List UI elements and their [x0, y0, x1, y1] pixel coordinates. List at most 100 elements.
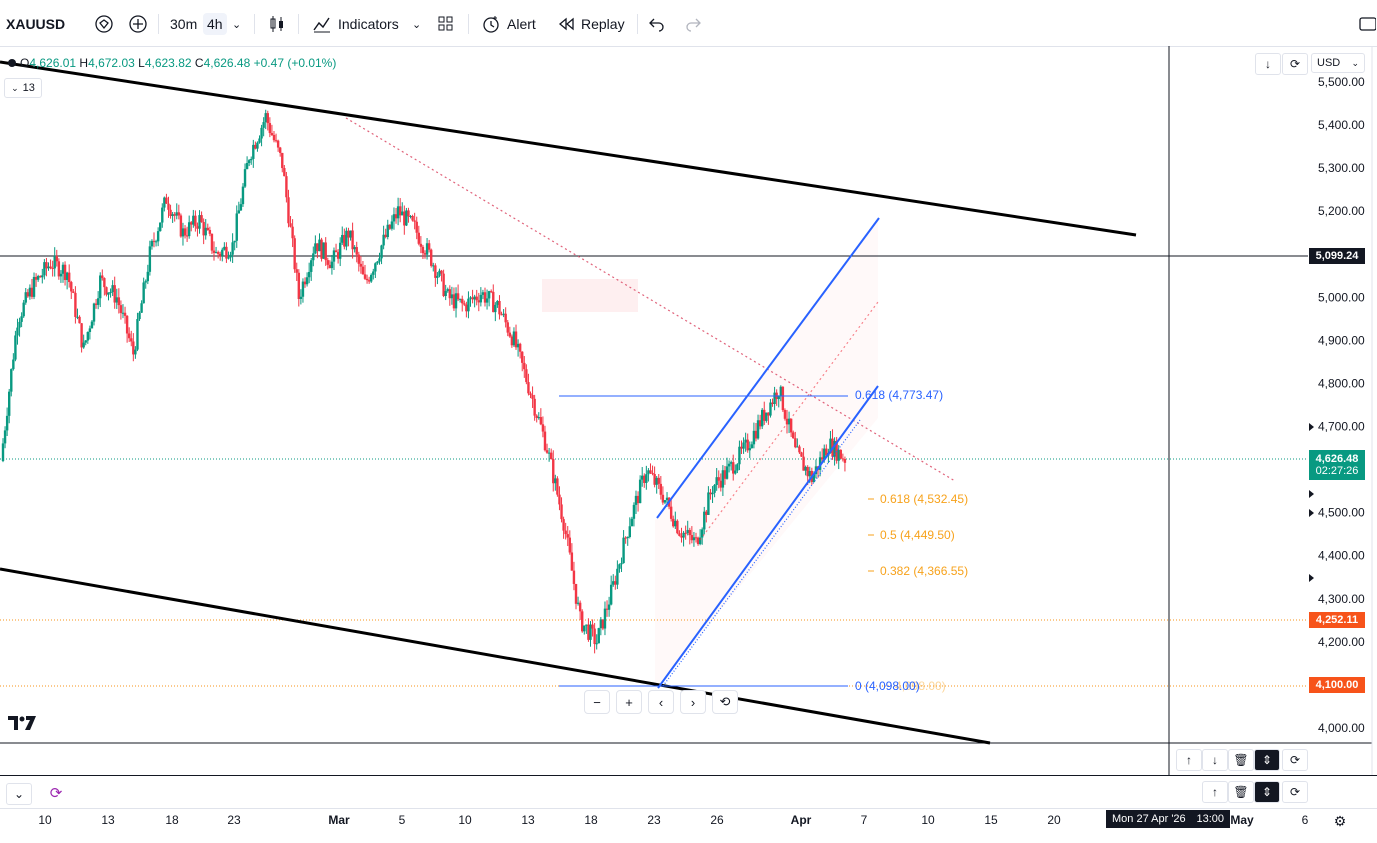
- move-pane-up-icon[interactable]: ↑: [1176, 749, 1202, 771]
- bottom-maximize-icon[interactable]: ⟳: [1282, 781, 1308, 803]
- candle-body: [243, 169, 247, 187]
- settings-gear-icon[interactable]: ⚙: [1333, 812, 1347, 829]
- bottom-collapse-icon[interactable]: ⇕: [1254, 781, 1280, 803]
- indicators-dropdown-icon[interactable]: ⌄: [412, 18, 422, 31]
- candle-body: [22, 302, 25, 317]
- axis-marker-arrow-4: [1309, 574, 1314, 582]
- candle-body: [643, 475, 646, 483]
- redo-icon[interactable]: [684, 13, 702, 35]
- maximize-pane-icon[interactable]: ⟳: [1282, 749, 1308, 771]
- rising-support-dotted[interactable]: [662, 419, 861, 687]
- reset-chart-icon[interactable]: ⟲: [712, 690, 738, 714]
- candle-body: [173, 214, 176, 216]
- crosshair-price-label: 5,099.24: [1309, 248, 1365, 264]
- sync-icon[interactable]: ⟳: [49, 785, 63, 802]
- time-tick-label: 18: [584, 813, 598, 827]
- candle-body: [235, 213, 238, 241]
- candle-body: [587, 624, 590, 640]
- replay-button[interactable]: Replay: [557, 13, 625, 35]
- price-tick-label: 4,200.00: [1318, 635, 1365, 649]
- zoom-in-icon[interactable]: +: [616, 690, 642, 714]
- candle-body: [105, 287, 108, 295]
- candle-body: [148, 246, 152, 272]
- candle-body: [26, 292, 30, 297]
- candle-body: [672, 518, 675, 527]
- bottom-delete-icon[interactable]: 🗑: [1228, 781, 1254, 803]
- candle-body: [707, 492, 710, 515]
- candle-body: [641, 475, 644, 480]
- candle-body: [34, 276, 38, 280]
- candle-body: [136, 319, 139, 350]
- candle-body: [713, 484, 716, 493]
- rising-channel-upper[interactable]: [656, 217, 880, 519]
- symbol-search[interactable]: XAUUSD: [6, 16, 66, 32]
- bottom-pane-collapse-icon[interactable]: ⌄: [6, 783, 32, 805]
- timeframe-4h[interactable]: 4h: [203, 13, 227, 35]
- indicators-button[interactable]: Indicators: [312, 13, 399, 35]
- close-value: 4,626.48: [203, 56, 251, 70]
- candle-body: [349, 230, 352, 238]
- scroll-right-icon[interactable]: ›: [680, 690, 706, 714]
- candle-body: [506, 322, 509, 333]
- scroll-down-icon[interactable]: ↓: [1255, 53, 1281, 75]
- candle-body: [549, 452, 553, 460]
- bottom-move-up-icon[interactable]: ↑: [1202, 781, 1228, 803]
- candle-body: [125, 315, 129, 334]
- candle-body: [227, 257, 230, 259]
- candle-body: [123, 312, 127, 316]
- candle-body: [471, 297, 474, 300]
- candle-body: [794, 438, 797, 448]
- candle-body: [316, 243, 319, 252]
- candle-body: [276, 140, 280, 148]
- price-chart[interactable]: 0.618 (4,773.47) 4,098.00) 0 (4,098.00) …: [0, 46, 1377, 806]
- time-tick-label: 23: [647, 813, 661, 827]
- candles: [1, 109, 847, 654]
- timeframe-dropdown-icon[interactable]: ⌄: [232, 18, 242, 31]
- layout-grid-icon[interactable]: [437, 13, 455, 35]
- candle-body: [43, 262, 46, 276]
- undo-icon[interactable]: [648, 13, 666, 35]
- currency-select[interactable]: USD ⌄: [1311, 53, 1365, 73]
- favorite-icon[interactable]: [94, 13, 114, 35]
- fullscreen-icon[interactable]: [1358, 13, 1376, 35]
- candle-body: [72, 291, 75, 293]
- candle-body: [221, 249, 224, 256]
- time-tick-label: 10: [458, 813, 472, 827]
- candle-style-icon[interactable]: [268, 13, 286, 35]
- candle-body: [498, 300, 501, 315]
- indicator-toggle[interactable]: ⌄ 13: [4, 78, 42, 98]
- candle-body: [479, 294, 483, 303]
- price-axis[interactable]: 5,500.005,400.005,300.005,200.005,100.00…: [1318, 75, 1365, 735]
- candle-body: [390, 221, 394, 229]
- candle-body: [754, 430, 758, 439]
- candle-body: [204, 227, 207, 236]
- upper-channel-line[interactable]: [0, 60, 1137, 237]
- candle-body: [291, 226, 294, 239]
- candle-body: [318, 239, 321, 252]
- candle-body: [425, 243, 429, 255]
- zoom-out-icon[interactable]: −: [584, 690, 610, 714]
- auto-scale-icon[interactable]: ⟳: [1282, 53, 1308, 75]
- candle-body: [322, 242, 325, 259]
- rising-channel-lower[interactable]: [657, 385, 879, 689]
- timeframe-30m[interactable]: 30m: [170, 16, 198, 32]
- candle-body: [487, 291, 491, 299]
- delete-pane-icon[interactable]: 🗑: [1228, 749, 1254, 771]
- alert-button[interactable]: Alert: [481, 13, 536, 35]
- candle-body: [581, 611, 584, 632]
- move-pane-down-icon[interactable]: ↓: [1202, 749, 1228, 771]
- candle-body: [12, 359, 15, 370]
- scroll-left-icon[interactable]: ‹: [648, 690, 674, 714]
- candle-body: [688, 529, 691, 536]
- crosshair-time: 13:00: [1196, 813, 1224, 825]
- candle-body: [661, 494, 665, 503]
- candle-body: [744, 439, 747, 443]
- collapse-pane-icon[interactable]: ⇕: [1254, 749, 1280, 771]
- candle-body: [45, 262, 48, 269]
- candle-body: [407, 210, 410, 217]
- alarm-clock-icon: [483, 16, 499, 33]
- compare-add-icon[interactable]: [128, 13, 148, 35]
- price-tick-label: 5,200.00: [1318, 204, 1365, 218]
- time-tick-label: Apr: [790, 813, 812, 827]
- lower-channel-line[interactable]: [0, 567, 991, 745]
